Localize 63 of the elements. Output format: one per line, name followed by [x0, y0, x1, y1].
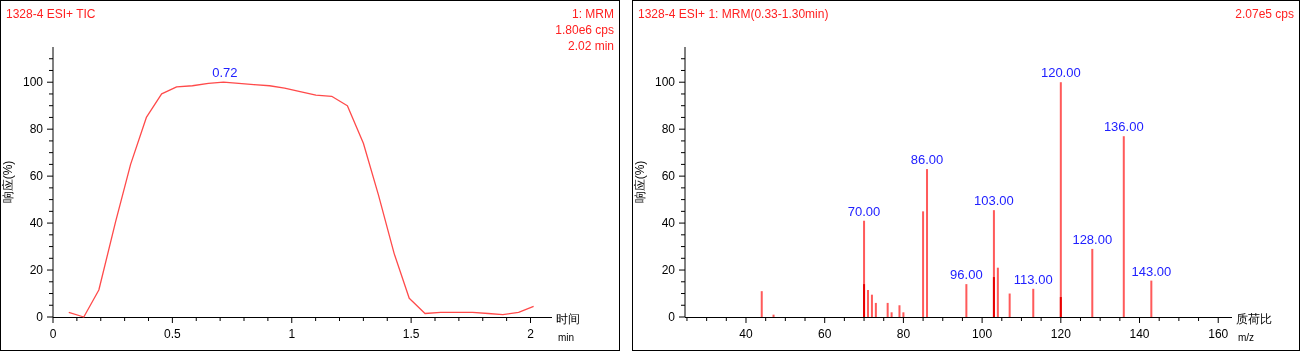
annotation: 96.00: [950, 267, 983, 283]
bar: [898, 305, 901, 317]
y-axis-title: 响应(%): [1, 160, 15, 204]
chart-title: 1328-4 ESI+ 1: MRM(0.33-1.30min): [638, 7, 829, 21]
bar: [886, 302, 889, 317]
text: 2.07e5 cps: [1235, 7, 1294, 21]
chart-title: 1328-4 ESI+ TIC: [6, 7, 96, 21]
x-tick-label: 0: [49, 327, 57, 341]
x-tick-label: 140: [1129, 327, 1150, 341]
y-tick-label: 100: [654, 75, 676, 90]
x-tick-label: 100: [972, 327, 993, 341]
bar: [1091, 248, 1094, 317]
y-tick-label: 80: [29, 122, 44, 137]
y-tick-label: 0: [668, 310, 676, 324]
y-tick-label: 60: [661, 169, 676, 184]
x-tick-label: 120: [1050, 327, 1072, 341]
y-tick-label: 60: [29, 169, 44, 184]
bar: [1008, 293, 1011, 317]
annotation: 70.00: [847, 203, 881, 219]
bar: [1032, 288, 1035, 317]
y-tick-label: 40: [661, 216, 676, 231]
bar: [926, 169, 929, 317]
bar: [992, 277, 995, 317]
bar: [1122, 136, 1125, 317]
x-tick-label: 2: [527, 327, 535, 341]
x-tick-label: 1: [288, 327, 296, 341]
bar: [890, 312, 893, 317]
x-axis-title: 时间 min: [556, 312, 580, 343]
bar: [1150, 280, 1153, 317]
x-tick-label: 40: [739, 327, 753, 341]
annotation: 86.00: [910, 152, 944, 168]
y-tick-label: 20: [661, 263, 676, 278]
line-series: [68, 81, 535, 318]
annotation: 0.72: [212, 65, 238, 81]
y-tick-label: 80: [661, 122, 676, 137]
x-tick-label: 60: [818, 327, 832, 341]
bar: [863, 284, 866, 317]
annotation: 136.00: [1103, 119, 1144, 135]
x-tick-label: 80: [896, 327, 911, 341]
y-tick-label: 40: [29, 216, 44, 231]
y-tick-label: 0: [36, 310, 44, 324]
annotation: 113.00: [1013, 271, 1053, 287]
x-tick-label: 1.5: [402, 327, 420, 341]
bar: [874, 302, 877, 317]
y-tick-label: 20: [29, 263, 44, 278]
annotation: 128.00: [1072, 231, 1113, 247]
bar: [902, 312, 905, 317]
y-axis-title: 响应(%): [633, 160, 647, 204]
annotation: 143.00: [1131, 263, 1172, 279]
text: 1: MRM 1.80e6 cps 2.02 min: [555, 7, 614, 53]
bar: [1059, 297, 1062, 317]
x-tick-label: 160: [1208, 327, 1229, 341]
bar: [760, 291, 763, 317]
bar: [866, 290, 869, 317]
bar: [965, 284, 968, 317]
bar: [996, 267, 999, 317]
x-axis-title: 质荷比 m/z: [1236, 312, 1272, 343]
bar: [870, 294, 873, 317]
bar: [922, 211, 925, 317]
x-tick-label: 0.5: [164, 327, 182, 341]
y-tick-label: 100: [22, 75, 44, 90]
annotation: 103.00: [974, 193, 1014, 209]
annotation: 120.00: [1040, 65, 1081, 81]
